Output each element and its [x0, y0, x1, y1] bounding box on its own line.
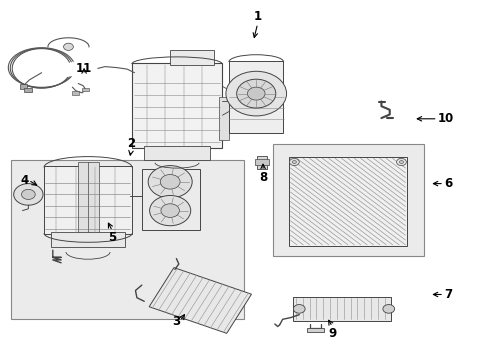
- Bar: [142, 169, 200, 230]
- Bar: [88, 162, 99, 238]
- Text: 8: 8: [259, 171, 266, 184]
- Bar: [228, 61, 282, 133]
- Circle shape: [293, 305, 305, 313]
- Circle shape: [247, 87, 264, 100]
- Circle shape: [225, 71, 286, 116]
- Circle shape: [149, 195, 190, 226]
- Text: 2: 2: [127, 138, 135, 150]
- Bar: [219, 97, 228, 140]
- Circle shape: [160, 175, 180, 189]
- Bar: [272, 144, 424, 256]
- Circle shape: [14, 184, 43, 205]
- Circle shape: [396, 158, 406, 166]
- Circle shape: [21, 189, 35, 199]
- Circle shape: [289, 158, 299, 166]
- Text: 6: 6: [443, 177, 451, 190]
- Text: 11: 11: [76, 62, 92, 75]
- Text: 4: 4: [20, 174, 28, 186]
- Bar: [72, 91, 79, 95]
- Bar: [20, 84, 27, 89]
- Text: 5: 5: [108, 231, 116, 244]
- Text: 10: 10: [437, 112, 453, 125]
- Bar: [82, 88, 89, 91]
- Bar: [20, 188, 37, 201]
- Circle shape: [292, 161, 296, 163]
- Bar: [11, 160, 243, 319]
- Bar: [255, 159, 268, 165]
- Bar: [306, 328, 324, 332]
- Bar: [51, 232, 124, 247]
- Polygon shape: [149, 267, 251, 333]
- Bar: [144, 146, 210, 160]
- Bar: [132, 63, 222, 148]
- Text: 9: 9: [328, 327, 336, 340]
- Bar: [293, 297, 390, 321]
- Circle shape: [399, 161, 403, 163]
- Bar: [289, 157, 406, 246]
- Text: 1: 1: [253, 10, 261, 23]
- Bar: [257, 156, 266, 169]
- Text: 3: 3: [171, 315, 180, 328]
- Bar: [170, 50, 214, 65]
- Text: 7: 7: [443, 288, 451, 301]
- Circle shape: [382, 305, 394, 313]
- Circle shape: [236, 79, 275, 108]
- Bar: [78, 162, 89, 238]
- Bar: [24, 88, 32, 92]
- Circle shape: [63, 43, 73, 50]
- Circle shape: [148, 166, 192, 198]
- Circle shape: [161, 204, 179, 217]
- Bar: [44, 166, 132, 234]
